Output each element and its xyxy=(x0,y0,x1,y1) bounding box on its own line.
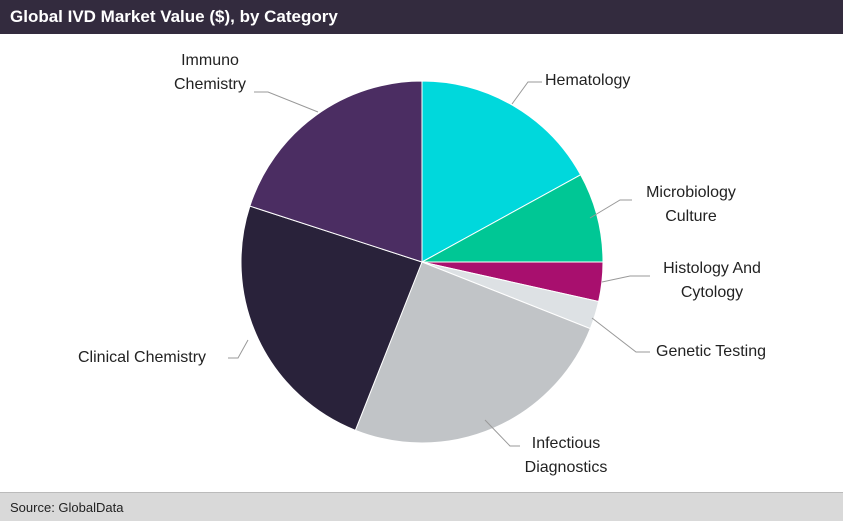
pie-slice-microbiology-culture xyxy=(421,174,604,263)
source-text: Source: GlobalData xyxy=(10,500,124,515)
pie-slice-hematology xyxy=(421,80,582,263)
chart-title: Global IVD Market Value ($), by Category xyxy=(10,7,338,26)
pie-slice-clinical-chemistry xyxy=(240,205,423,431)
pie-slice-immuno-chemistry xyxy=(249,80,423,263)
title-bar: Global IVD Market Value ($), by Category xyxy=(0,0,843,34)
label-genetic-testing: Genetic Testing xyxy=(656,343,766,360)
leader-line-clinical xyxy=(228,339,249,359)
label-clinical-chemistry: Clinical Chemistry xyxy=(78,349,207,366)
label-hematology: Hematology xyxy=(545,72,631,89)
leader-line-genetic xyxy=(591,317,650,353)
label-microbiology-culture: Microbiology Culture xyxy=(646,184,736,225)
label-immuno-chemistry: Immuno Chemistry xyxy=(173,52,246,93)
leader-line-histology xyxy=(601,275,650,283)
leader-line-microbiology xyxy=(589,199,632,219)
label-infectious-diagnostics: Infectious Diagnostics xyxy=(524,435,608,476)
footer: Source: GlobalData xyxy=(0,492,843,521)
leader-lines xyxy=(228,81,650,447)
label-histology-cytology: Histology And Cytology xyxy=(663,260,761,301)
leader-line-immuno xyxy=(254,91,319,113)
pie-slice-infectious-diagnostics xyxy=(354,261,591,444)
leader-line-hematology xyxy=(511,81,542,105)
leader-line-infectious xyxy=(484,419,520,447)
